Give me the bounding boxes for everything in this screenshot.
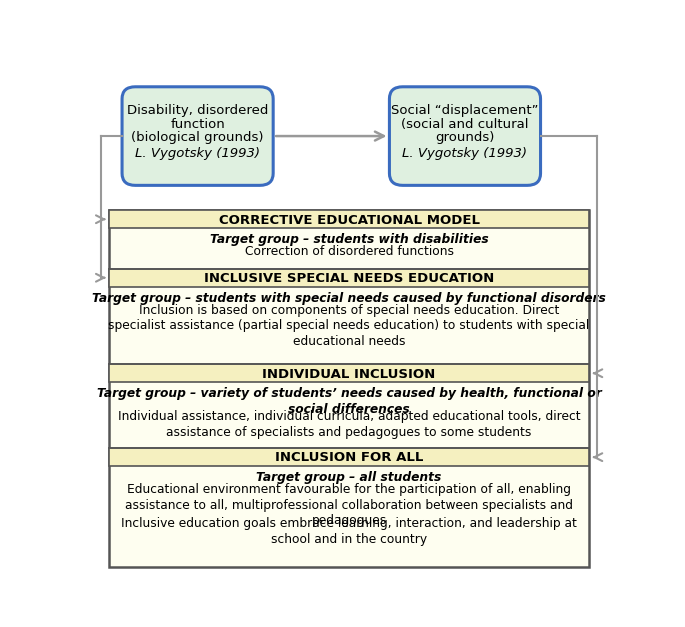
Text: Educational environment favourable for the participation of all, enabling
assist: Educational environment favourable for t…	[125, 483, 573, 527]
Text: (biological grounds): (biological grounds)	[132, 130, 264, 144]
Text: Target group – all students: Target group – all students	[256, 471, 442, 484]
Text: (social and cultural: (social and cultural	[401, 118, 529, 130]
Text: Target group – students with special needs caused by functional disorders: Target group – students with special nee…	[92, 292, 606, 305]
Text: INCLUSIVE SPECIAL NEEDS EDUCATION: INCLUSIVE SPECIAL NEEDS EDUCATION	[204, 272, 495, 285]
FancyBboxPatch shape	[122, 87, 273, 186]
Text: CORRECTIVE EDUCATIONAL MODEL: CORRECTIVE EDUCATIONAL MODEL	[219, 214, 480, 226]
Text: Inclusive education goals embrace learning, interaction, and leadership at
schoo: Inclusive education goals embrace learni…	[121, 517, 577, 545]
FancyBboxPatch shape	[390, 87, 540, 186]
Bar	[109, 210, 589, 567]
Text: Individual assistance, individual curricula, adapted educational tools, direct
a: Individual assistance, individual curric…	[118, 410, 580, 439]
Text: L. Vygotsky (1993): L. Vygotsky (1993)	[403, 147, 527, 160]
Text: Disability, disordered: Disability, disordered	[127, 103, 269, 117]
Text: L. Vygotsky (1993): L. Vygotsky (1993)	[135, 147, 260, 160]
Text: Target group – students with disabilities: Target group – students with disabilitie…	[210, 233, 488, 246]
Text: grounds): grounds)	[435, 130, 495, 144]
Text: INCLUSION FOR ALL: INCLUSION FOR ALL	[275, 451, 423, 465]
Bar	[109, 268, 589, 287]
Text: Correction of disordered functions: Correction of disordered functions	[245, 245, 453, 258]
Text: function: function	[171, 118, 225, 130]
Bar	[109, 210, 589, 228]
Bar	[109, 448, 589, 466]
Text: INDIVIDUAL INCLUSION: INDIVIDUAL INCLUSION	[262, 367, 436, 381]
Text: Social “displacement”: Social “displacement”	[391, 103, 538, 117]
Text: Target group – variety of students’ needs caused by health, functional or
social: Target group – variety of students’ need…	[97, 387, 601, 416]
Text: Inclusion is based on components of special needs education. Direct
specialist a: Inclusion is based on components of spec…	[108, 304, 590, 348]
Bar	[109, 364, 589, 382]
